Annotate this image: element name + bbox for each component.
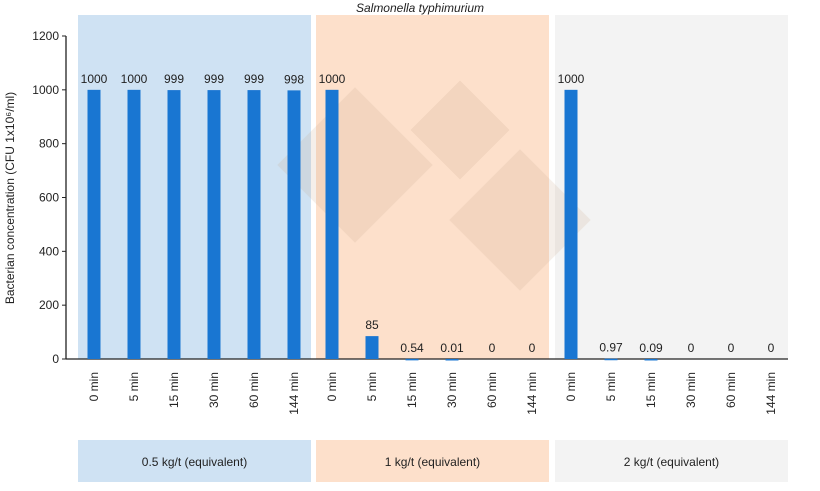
data-label: 998	[284, 72, 304, 86]
group-panel	[555, 15, 788, 359]
x-tick-label: 144 min	[287, 372, 301, 415]
group-label-box	[78, 440, 311, 482]
x-tick-label: 15 min	[167, 372, 181, 408]
data-label: 0	[768, 341, 775, 355]
x-tick-label: 30 min	[684, 372, 698, 408]
group-label: 2 kg/t (equivalent)	[624, 455, 719, 469]
group-panel	[316, 15, 549, 359]
bar	[287, 90, 301, 359]
data-label: 0.54	[400, 341, 424, 355]
group-label: 1 kg/t (equivalent)	[385, 455, 480, 469]
x-tick-label: 30 min	[207, 372, 221, 408]
bar	[445, 358, 459, 361]
chart-title: Salmonella typhimurium	[356, 1, 484, 15]
data-label: 999	[164, 72, 184, 86]
data-label: 0.09	[639, 341, 663, 355]
group-label-box	[316, 440, 549, 482]
x-tick-label: 144 min	[764, 372, 778, 415]
group-label: 0.5 kg/t (equivalent)	[142, 455, 247, 469]
data-label: 1000	[121, 72, 148, 86]
y-tick-label: 400	[39, 244, 59, 258]
data-label: 0.01	[440, 341, 464, 355]
y-tick-label: 1200	[32, 29, 59, 43]
x-tick-label: 60 min	[724, 372, 738, 408]
x-tick-label: 0 min	[325, 372, 339, 401]
data-label: 1000	[558, 72, 585, 86]
bar	[167, 90, 181, 359]
data-label: 999	[204, 72, 224, 86]
bar	[325, 89, 339, 359]
group-panel	[78, 15, 311, 359]
y-tick-label: 600	[39, 191, 59, 205]
data-label: 999	[244, 72, 264, 86]
x-tick-label: 15 min	[644, 372, 658, 408]
x-tick-label: 144 min	[525, 372, 539, 415]
y-tick-label: 800	[39, 137, 59, 151]
bar	[87, 89, 101, 359]
x-tick-label: 0 min	[564, 372, 578, 401]
data-label: 85	[365, 318, 379, 332]
y-tick-label: 200	[39, 298, 59, 312]
x-tick-label: 60 min	[247, 372, 261, 408]
bar	[127, 89, 141, 359]
data-label: 0	[688, 341, 695, 355]
data-label: 0.97	[599, 341, 623, 355]
bar	[365, 336, 379, 359]
group-label-box	[555, 440, 788, 482]
y-tick-label: 1000	[32, 83, 59, 97]
y-tick-label: 0	[52, 352, 59, 366]
x-tick-label: 5 min	[127, 372, 141, 401]
x-tick-label: 0 min	[87, 372, 101, 401]
x-tick-label: 5 min	[365, 372, 379, 401]
y-axis-label: Bacterian concentration (CFU 1x10⁶/ml)	[3, 92, 17, 304]
bar	[564, 89, 578, 359]
bar	[247, 90, 261, 359]
data-label: 0	[489, 341, 496, 355]
bar	[644, 358, 658, 361]
bar	[405, 358, 419, 361]
data-label: 0	[529, 341, 536, 355]
x-tick-label: 5 min	[604, 372, 618, 401]
bar	[207, 90, 221, 359]
x-tick-label: 15 min	[405, 372, 419, 408]
bar	[604, 358, 618, 361]
data-label: 1000	[319, 72, 346, 86]
x-tick-label: 30 min	[445, 372, 459, 408]
data-label: 0	[728, 341, 735, 355]
data-label: 1000	[81, 72, 108, 86]
x-tick-label: 60 min	[485, 372, 499, 408]
